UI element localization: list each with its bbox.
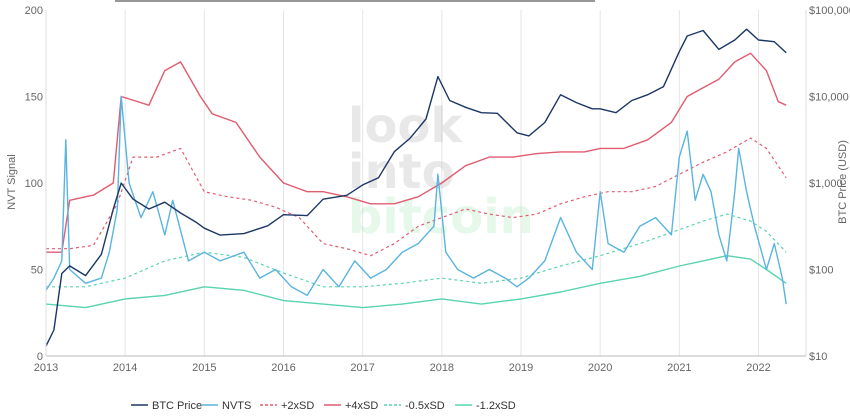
left-tick-label: 100 [25,178,43,190]
right-axis-title: BTC Price (USD) [837,140,849,224]
right-tick-label: $100,000 [809,5,850,17]
series-line--0-5xsd [46,213,787,288]
x-tick-label: 2018 [430,362,454,374]
legend-label: +4xSD [345,400,378,412]
series-line--1-2xsd [45,254,787,309]
legend: BTC Price NVTS +2xSD +4xSD -0.5xSD -1.2xSD [131,400,516,412]
x-tick-label: 2016 [271,362,295,374]
x-tick-label: 2019 [509,362,533,374]
left-tick-label: 200 [25,5,43,17]
x-tick-label: 2020 [588,362,612,374]
left-tick-label: 50 [31,265,43,277]
x-tick-label: 2021 [667,362,691,374]
axes [45,10,807,357]
x-tick-label: 2022 [746,362,770,374]
watermark: look into bitcoin [348,98,534,245]
series-lines [45,28,787,347]
right-tick-label: $1,000 [809,178,843,190]
legend-label: NVTS [222,400,251,412]
left-axis-ticks: 0 50 100 150 200 [25,5,43,363]
legend-label: -0.5xSD [405,400,445,412]
series-line-btc-price [45,28,787,347]
right-tick-label: $10,000 [809,92,849,104]
watermark-text-look: look [348,98,463,154]
legend-label: BTC Price [152,400,202,412]
x-axis-ticks: 2013 2014 2015 2016 2017 2018 2019 2020 2021 2022 [34,362,771,374]
x-tick-label: 2017 [350,362,374,374]
left-tick-label: 150 [25,92,43,104]
right-axis-ticks: $10 $100 $1,000 $10,000 $100,000 [809,5,850,363]
right-tick-label: $100 [809,265,833,277]
left-axis-title: NVT Signal [6,154,18,209]
series-line--4xsd [46,52,787,253]
legend-label: +2xSD [281,400,314,412]
legend-label: -1.2xSD [476,400,516,412]
x-tick-label: 2014 [113,362,137,374]
right-tick-label: $10 [809,351,827,363]
left-tick-label: 0 [37,351,43,363]
x-tick-label: 2013 [34,362,58,374]
cropped-header-strip [0,0,850,4]
x-tick-label: 2015 [192,362,216,374]
series-line--2xsd [46,137,787,257]
